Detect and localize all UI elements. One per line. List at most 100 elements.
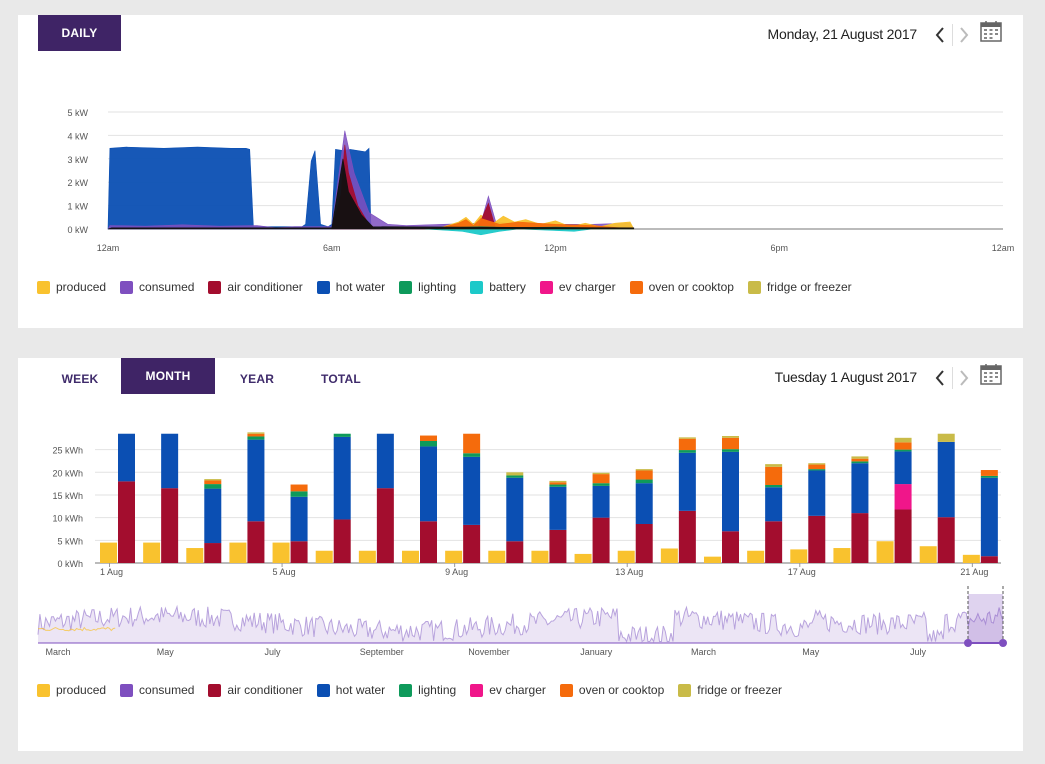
bar-air-conditioner <box>204 543 222 563</box>
legend-label: air conditioner <box>227 683 303 697</box>
tab-daily[interactable]: DAILY <box>38 15 121 51</box>
bar-air-conditioner <box>420 521 437 563</box>
legend-label: air conditioner <box>227 280 303 294</box>
navigator-tick-label: May <box>157 647 175 657</box>
bar-oven-or-cooktop <box>463 433 481 454</box>
x-tick-label: 21 Aug <box>960 567 988 577</box>
legend-item-fridge-or-freezer[interactable]: fridge or freezer <box>747 280 852 294</box>
legend-label: lighting <box>418 683 457 697</box>
bar-hot-water <box>765 487 783 522</box>
bar-lighting <box>765 484 783 488</box>
legend-swatch <box>470 683 484 697</box>
y-tick-label: 0 kWh <box>57 559 83 569</box>
legend-item-battery[interactable]: battery <box>470 280 526 294</box>
navigator-tick-label: September <box>360 647 404 657</box>
daily-date-label: Monday, 21 August 2017 <box>767 26 918 42</box>
bar-oven-or-cooktop <box>420 435 437 441</box>
bar-lighting <box>592 483 610 486</box>
legend-item-produced[interactable]: produced <box>37 683 106 697</box>
navigator-handle-left[interactable] <box>964 639 972 647</box>
chevron-left-icon[interactable] <box>934 25 946 45</box>
legend-swatch <box>37 280 50 294</box>
bar-fridge-or-freezer <box>549 480 567 483</box>
bar-fridge-or-freezer <box>937 433 955 442</box>
chevron-right-icon[interactable] <box>958 368 970 388</box>
legend-swatch <box>539 280 553 294</box>
chevron-right-icon[interactable] <box>958 25 970 45</box>
range-navigator[interactable]: March May July September November January Marc… <box>18 586 1023 661</box>
legend-item-ev-charger[interactable]: ev charger <box>470 683 546 697</box>
legend-item-ev-charger[interactable]: ev charger <box>539 280 616 294</box>
bar-lighting <box>549 484 567 487</box>
bar-hot-water <box>376 433 394 489</box>
legend-item-lighting[interactable]: lighting <box>399 280 456 294</box>
bar-hot-water <box>592 485 610 518</box>
bar-lighting <box>678 450 696 453</box>
bar-produced <box>962 554 980 563</box>
bar-air-conditioner <box>333 519 351 563</box>
bar-lighting <box>808 469 826 471</box>
calendar-icon[interactable] <box>980 363 1002 385</box>
y-tick-label: 0 kW <box>67 225 88 235</box>
calendar-icon[interactable] <box>980 20 1002 42</box>
bar-produced <box>574 553 592 563</box>
navigator-tick-label: January <box>580 647 613 657</box>
bar-air-conditioner <box>937 517 955 563</box>
chevron-left-icon[interactable] <box>934 368 946 388</box>
bar-produced <box>876 541 894 563</box>
legend-item-air-conditioner[interactable]: air conditioner <box>208 280 303 294</box>
legend-item-oven-or-cooktop[interactable]: oven or cooktop <box>559 683 665 697</box>
legend-label: oven or cooktop <box>578 683 665 697</box>
bar-hot-water <box>678 452 696 511</box>
bar-hot-water <box>937 441 955 518</box>
bar-air-conditioner <box>161 488 179 563</box>
bar-hot-water <box>549 486 567 530</box>
bar-hot-water <box>722 451 739 532</box>
monthly-date-label: Tuesday 1 August 2017 <box>774 369 918 385</box>
bar-produced <box>488 550 506 563</box>
x-tick-label: 12am <box>992 243 1015 253</box>
legend-item-hot-water[interactable]: hot water <box>316 683 386 697</box>
legend-item-consumed[interactable]: consumed <box>120 280 194 294</box>
legend-label: produced <box>56 280 107 294</box>
legend-item-lighting[interactable]: lighting <box>399 683 456 697</box>
bar-air-conditioner <box>290 541 308 563</box>
tab-year[interactable]: YEAR <box>239 372 275 386</box>
y-tick-label: 20 kWh <box>52 468 83 478</box>
bar-lighting <box>247 436 265 440</box>
legend-label: consumed <box>139 280 195 294</box>
x-tick-label: 17 Aug <box>788 567 816 577</box>
bar-oven-or-cooktop <box>290 484 308 492</box>
bar-ev-charger <box>894 484 912 510</box>
bar-hot-water <box>333 436 351 520</box>
legend-label: fridge or freezer <box>697 683 782 697</box>
y-tick-label: 4 kW <box>67 131 88 141</box>
navigator-tick-label: March <box>691 647 716 657</box>
bar-produced <box>747 550 765 563</box>
legend-item-air-conditioner[interactable]: air conditioner <box>208 683 303 697</box>
bar-produced <box>445 550 463 563</box>
legend-item-consumed[interactable]: consumed <box>120 683 194 697</box>
navigator-handle-right[interactable] <box>999 639 1007 647</box>
tab-week[interactable]: WEEK <box>61 372 99 386</box>
bar-oven-or-cooktop <box>247 433 265 437</box>
tab-total[interactable]: TOTAL <box>321 372 361 386</box>
legend-label: hot water <box>335 683 386 697</box>
series-hot-water <box>107 146 388 230</box>
legend-item-produced[interactable]: produced <box>37 280 106 294</box>
y-tick-label: 25 kWh <box>52 446 83 456</box>
bar-oven-or-cooktop <box>204 480 222 485</box>
bar-hot-water <box>506 477 524 542</box>
tab-month[interactable]: MONTH <box>121 358 215 394</box>
bar-lighting <box>420 440 437 447</box>
legend-label: battery <box>489 280 526 294</box>
legend-item-oven-or-cooktop[interactable]: oven or cooktop <box>629 280 734 294</box>
bar-fridge-or-freezer <box>506 472 524 476</box>
legend-item-fridge-or-freezer[interactable]: fridge or freezer <box>678 683 782 697</box>
legend-item-hot-water[interactable]: hot water <box>316 280 385 294</box>
legend-swatch <box>470 280 484 294</box>
bar-lighting <box>290 491 308 497</box>
bar-air-conditioner <box>851 513 869 563</box>
monthly-legend: produced consumed air conditioner hot water… <box>37 683 796 697</box>
bar-produced <box>617 550 635 563</box>
